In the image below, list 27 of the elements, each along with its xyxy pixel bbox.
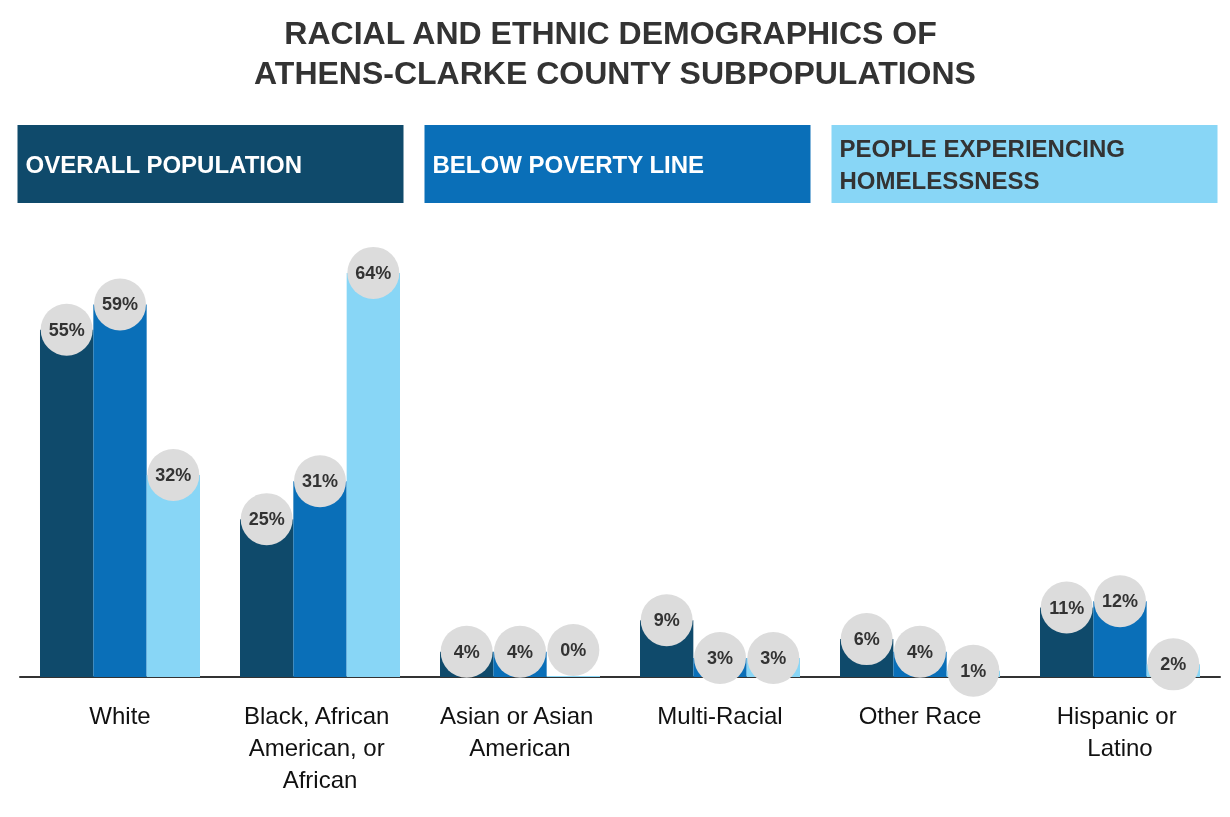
chart-title: RACIAL AND ETHNIC DEMOGRAPHICS OF ATHENS-CLARKE COUNTY SUBPOPULATIONS: [254, 15, 976, 91]
data-label: 32%: [155, 464, 192, 485]
data-label: 6%: [853, 629, 880, 650]
data-label: 4%: [906, 641, 934, 662]
x-tick-label: Hispanic or Latino: [1056, 701, 1184, 761]
data-label: 9%: [653, 610, 680, 631]
data-label: 11%: [1049, 597, 1085, 618]
data-label: 3%: [760, 648, 787, 669]
data-label: 4%: [453, 641, 480, 662]
data-label: 12%: [1101, 591, 1139, 612]
data-label: 3%: [706, 648, 734, 669]
text: OVERALL POPULATION: [25, 150, 302, 178]
x-tick-label: Black, African American, or African: [243, 701, 397, 793]
x-tick-label: Other Race: [858, 701, 982, 729]
data-label: 31%: [301, 471, 339, 492]
text: BELOW POVERTY LINE: [432, 150, 705, 178]
x-tick-label: Multi-Racial: [657, 701, 783, 729]
x-tick-label: White: [89, 701, 151, 729]
data-label: 1%: [960, 660, 987, 681]
data-label: 25%: [248, 509, 285, 530]
data-label: 59%: [101, 294, 139, 315]
data-label: 55%: [48, 319, 85, 340]
x-tick-label: Asian or Asian American: [439, 701, 601, 761]
text: PEOPLE EXPERIENCING HOMELESSNESS: [839, 134, 1132, 194]
data-label: 64%: [355, 262, 392, 283]
data-label: 4%: [506, 641, 534, 662]
data-label: 0%: [560, 640, 587, 660]
